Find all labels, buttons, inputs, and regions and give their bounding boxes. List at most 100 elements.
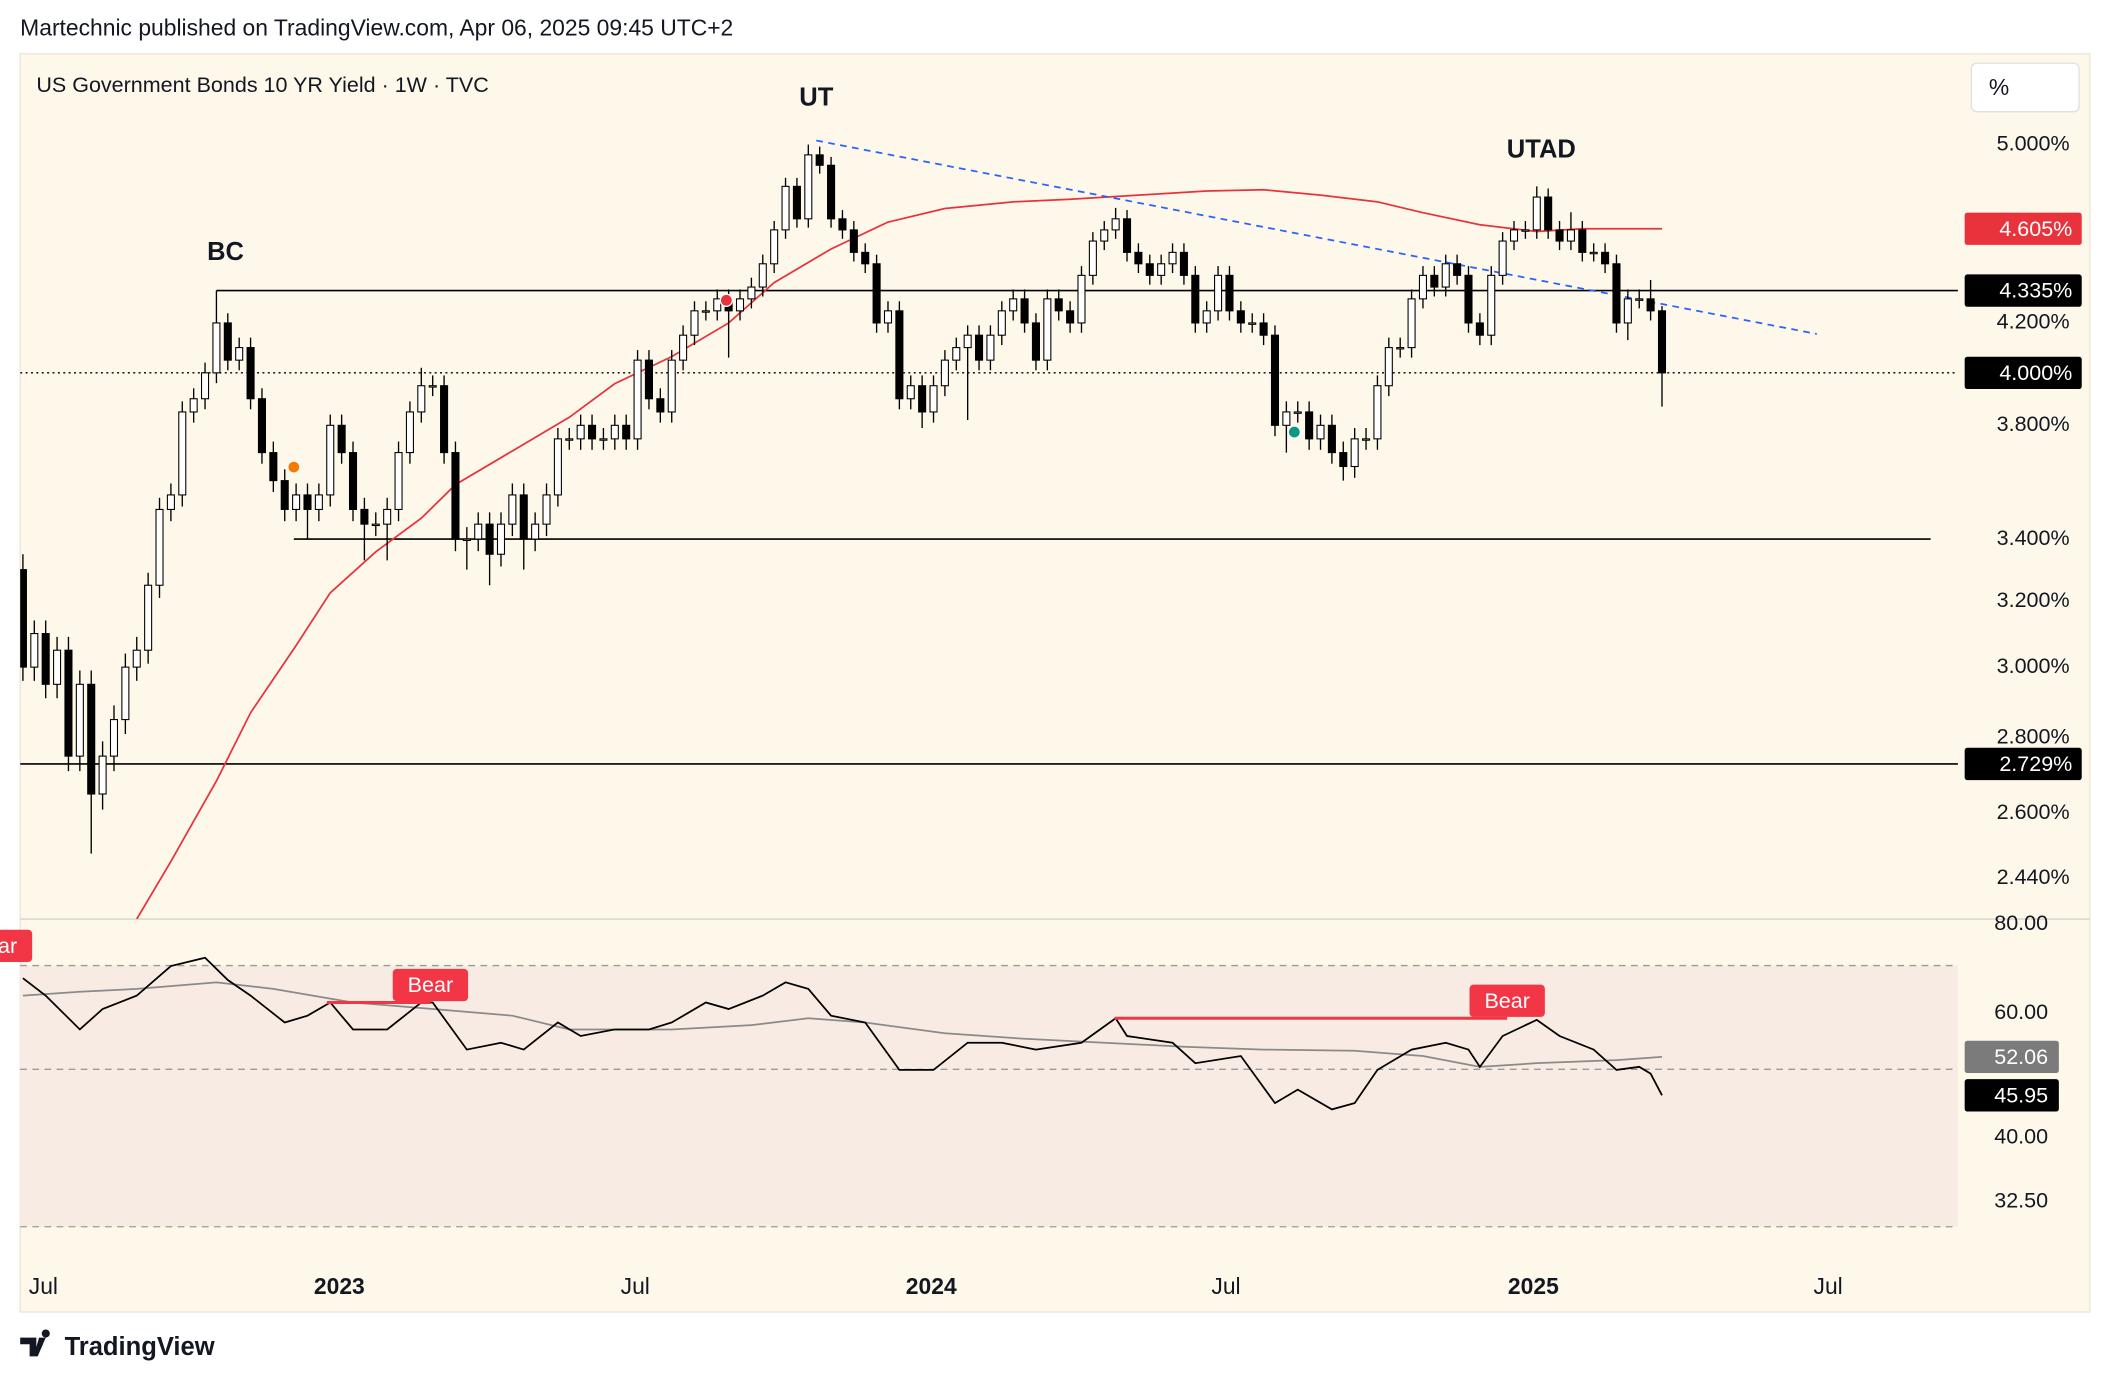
candle-body [1487,274,1496,336]
publisher: Martechnic published on TradingView.com,… [20,15,733,41]
candle-body [883,310,893,324]
candle-body [1282,411,1291,426]
candle-body [1441,263,1450,288]
brand-logo [20,1329,50,1357]
candle-body [1122,218,1132,253]
candle-body [30,633,39,668]
candle-body [770,229,779,265]
candle-body [201,372,210,400]
candle-body [451,452,460,540]
candle-body [1578,229,1587,253]
axes: 5.000% 4.200% 3.800% 3.400% 3.200% 3.000% 2.80… [29,83,2082,1299]
rsi-tick-label: 32.50 [1994,1189,2048,1213]
ma-label: 4.605% [1999,217,2072,241]
candle-body [713,298,722,312]
candle-body [121,666,130,721]
candle-body [849,229,858,253]
candle-body [1327,424,1336,454]
candle-body [861,251,870,265]
candle-body [701,310,710,313]
candle-body [257,398,266,454]
candle-body [1498,240,1507,276]
candle-body [417,385,426,413]
level-label-box [1964,356,2082,389]
candle-body [1521,229,1530,232]
x-tick-label: Jul [621,1273,650,1299]
candle-body [1225,274,1234,312]
candle-body [508,494,517,525]
candle-body [1555,229,1564,242]
candle-body [1305,411,1314,440]
divergence-label: Bear [408,973,453,997]
candle-body [553,438,562,496]
candle-body [1020,298,1029,324]
candle-body [997,310,1006,336]
candle-body [1077,274,1086,324]
candle-body [496,523,506,555]
candle-body [280,480,289,510]
candle-body [1100,229,1109,242]
candle-body [792,185,801,220]
candle-body [1191,274,1200,324]
y-tick-label: 2.800% [1997,724,2070,748]
x-tick-label: 2025 [1508,1273,1559,1299]
candle-body [246,347,255,400]
y-tick-label: 3.800% [1997,412,2070,436]
candle-body [303,494,312,510]
candle-body [1134,251,1143,265]
rsi-value-box [1964,1040,2059,1073]
candle-body [189,398,198,413]
candle-body [132,649,141,668]
candle-body [428,385,437,388]
x-tick-label: Jul [1211,1273,1240,1299]
candle-body [599,438,608,441]
candle-body [1657,310,1667,374]
signal-dot [1287,425,1302,439]
candle-body [986,334,995,361]
candle-body [1623,298,1632,324]
y-tick-label: 2.600% [1997,800,2070,824]
candle-body [622,424,631,440]
y-tick-label: 2.440% [1997,865,2070,889]
candle-body [1157,263,1166,276]
signal-dot [719,293,734,308]
candle-body [1362,438,1371,441]
rsi-tick-label: 60.00 [1994,1000,2048,1024]
candle-body [337,424,346,454]
candle-body [1509,229,1519,242]
candle-body [975,334,984,361]
candle-body [542,494,551,525]
candle-body [75,683,84,757]
candle-body [906,385,915,400]
candle-body [1054,298,1063,312]
candle-body [576,424,585,440]
y-tick-label: 3.200% [1997,588,2070,612]
candle-body [235,347,244,361]
candle-body [223,322,232,361]
candle-body [918,385,927,413]
annotation: UT [799,83,833,111]
divergence-label-box [0,929,33,963]
candle-body [929,385,938,413]
candle-body [1009,298,1018,312]
candle-body [1111,218,1120,231]
rsi-value-label: 45.95 [1994,1083,2048,1107]
candle-body [940,359,949,387]
rsi-tick-label: 80.00 [1994,911,2048,935]
candle-body [383,508,392,525]
x-tick-label: 2023 [314,1273,365,1299]
candle-body [735,298,745,312]
candle-body [1453,263,1462,276]
candle-body [1396,347,1405,350]
candle-body [656,398,665,413]
candle-body [1259,322,1268,336]
y-tick-label: 3.400% [1997,526,2070,550]
unit-button-label[interactable]: % [1989,74,2009,100]
candle-body [1270,334,1280,426]
candle-body [462,538,471,541]
unit-button[interactable] [1970,62,2080,113]
y-tick-label: 5.000% [1997,131,2070,155]
candle-body [348,452,358,510]
candle-body [1214,274,1223,312]
